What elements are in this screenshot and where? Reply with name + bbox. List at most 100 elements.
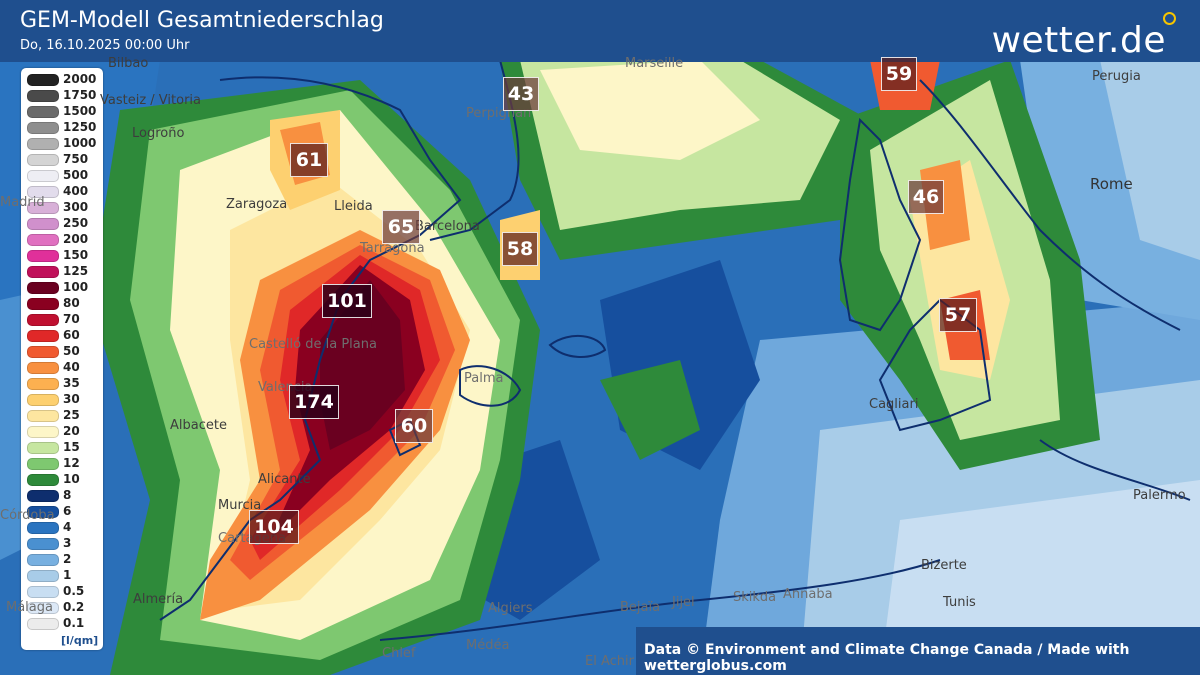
legend-label: 35 [63, 376, 80, 390]
legend-label: 250 [63, 216, 89, 230]
legend-label: 3 [63, 536, 72, 550]
legend-row: 6 [27, 504, 103, 518]
legend-swatch [27, 362, 59, 374]
legend-swatch [27, 570, 59, 582]
legend-row: 30 [27, 392, 103, 406]
legend-row: 8 [27, 488, 103, 502]
legend-label: 0.2 [63, 600, 85, 614]
legend-row: 0.2 [27, 600, 103, 614]
city-label: Bilbao [108, 56, 149, 71]
sun-icon [1163, 12, 1176, 25]
legend-swatch [27, 298, 59, 310]
legend-label: 50 [63, 344, 80, 358]
city-label: Cagliari [869, 397, 919, 412]
legend-label: 2000 [63, 72, 97, 86]
city-label: Bejaïa [620, 600, 661, 615]
legend-row: 40 [27, 360, 103, 374]
city-label: Murcia [218, 498, 262, 513]
precipitation-value: 60 [395, 409, 433, 443]
legend-swatch [27, 250, 59, 262]
legend-swatch [27, 202, 59, 214]
legend-label: 200 [63, 232, 89, 246]
legend-row: 2000 [27, 72, 103, 86]
legend-swatch [27, 186, 59, 198]
legend-label: 400 [63, 184, 89, 198]
legend-swatch [27, 106, 59, 118]
legend-row: 125 [27, 264, 103, 278]
legend-label: 30 [63, 392, 80, 406]
precipitation-value: 65 [382, 210, 420, 244]
city-label: Perugia [1092, 69, 1141, 84]
legend-label: 40 [63, 360, 80, 374]
city-label: Algiers [488, 601, 533, 616]
legend-label: 0.1 [63, 616, 85, 630]
legend-row: 1 [27, 568, 103, 582]
legend-label: 10 [63, 472, 80, 486]
city-label: Marseille [625, 56, 684, 71]
legend-row: 15 [27, 440, 103, 454]
legend-swatch [27, 410, 59, 422]
legend-label: 1000 [63, 136, 97, 150]
city-label: Barcelona [415, 219, 480, 234]
legend-swatch [27, 554, 59, 566]
precipitation-value: 101 [322, 284, 372, 318]
legend-label: 15 [63, 440, 80, 454]
city-label: Chlef [382, 646, 416, 661]
city-label: Castelló de la Plana [249, 337, 377, 352]
legend-label: 2 [63, 552, 72, 566]
city-label: Jijel [672, 595, 695, 610]
legend-swatch [27, 426, 59, 438]
city-label: Albacete [170, 418, 227, 433]
legend-row: 750 [27, 152, 103, 166]
legend-row: 1250 [27, 120, 103, 134]
brand-logo[interactable]: wetter.de [991, 20, 1166, 61]
legend-swatch [27, 74, 59, 86]
legend-row: 1000 [27, 136, 103, 150]
legend-row: 500 [27, 168, 103, 182]
page-title: GEM-Modell Gesamtniederschlag [20, 8, 384, 33]
city-label: Palma [464, 371, 504, 386]
city-label: Málaga [6, 600, 53, 615]
legend-swatch [27, 282, 59, 294]
city-label: Vasteiz / Vitoria [100, 93, 201, 108]
city-label: Médéa [466, 638, 510, 653]
legend-label: 0.5 [63, 584, 85, 598]
legend-swatch [27, 266, 59, 278]
legend-swatch [27, 234, 59, 246]
legend-label: 6 [63, 504, 72, 518]
precipitation-value: 59 [881, 57, 917, 91]
legend-label: 500 [63, 168, 89, 182]
legend-row: 80 [27, 296, 103, 310]
city-label: Rome [1090, 175, 1133, 193]
legend-label: 8 [63, 488, 72, 502]
legend-label: 750 [63, 152, 89, 166]
legend-label: 1250 [63, 120, 97, 134]
city-label: Almería [133, 592, 184, 607]
legend-swatch [27, 218, 59, 230]
precipitation-value: 58 [502, 232, 538, 266]
city-label: Madrid [0, 195, 45, 210]
city-label: Skikda [733, 590, 777, 605]
legend-swatch [27, 138, 59, 150]
precipitation-value: 43 [503, 77, 539, 111]
city-label: Alicante [258, 472, 311, 487]
legend-row: 35 [27, 376, 103, 390]
city-label: Lleida [334, 199, 373, 214]
legend-row: 4 [27, 520, 103, 534]
legend-label: 1 [63, 568, 72, 582]
legend-row: 0.5 [27, 584, 103, 598]
legend-label: 100 [63, 280, 89, 294]
legend-label: 300 [63, 200, 89, 214]
legend-swatch [27, 330, 59, 342]
legend-swatch [27, 458, 59, 470]
precipitation-value: 46 [908, 180, 944, 214]
legend-row: 60 [27, 328, 103, 342]
forecast-datetime: Do, 16.10.2025 00:00 Uhr [20, 38, 190, 53]
legend-swatch [27, 602, 59, 614]
legend-row: 2 [27, 552, 103, 566]
legend-swatch [27, 394, 59, 406]
legend-row: 70 [27, 312, 103, 326]
legend-row: 0.1 [27, 616, 103, 630]
legend-unit: [l/qm] [61, 634, 99, 647]
